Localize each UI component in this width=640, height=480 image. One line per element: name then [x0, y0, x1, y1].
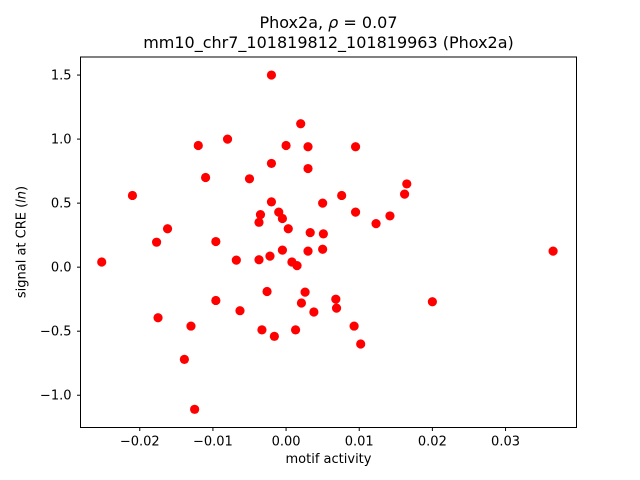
- y-tick-label: 1.0: [51, 133, 72, 148]
- scatter-point: [266, 197, 277, 207]
- scatter-point: [235, 306, 245, 316]
- scatter-point: [277, 213, 288, 224]
- axes-spines: [80, 56, 577, 428]
- scatter-point: [254, 217, 264, 227]
- scatter-point: [371, 219, 381, 229]
- scatter-point: [303, 142, 313, 152]
- plot-title-line1: Phox2a, ρ = 0.07: [259, 13, 398, 32]
- x-axis-label: motif activity: [285, 452, 372, 467]
- scatter-point: [331, 303, 342, 313]
- scatter-point: [231, 255, 241, 265]
- scatter-point: [211, 236, 221, 247]
- scatter-point: [318, 198, 328, 208]
- scatter-point: [399, 189, 410, 199]
- scatter-point: [318, 244, 328, 254]
- scatter-point: [385, 211, 395, 221]
- scatter-point: [179, 354, 189, 364]
- scatter-point: [548, 246, 558, 256]
- scatter-point: [292, 261, 302, 271]
- scatter-point: [200, 172, 211, 183]
- scatter-point: [303, 246, 313, 256]
- x-tick-label: 0.00: [272, 435, 301, 450]
- scatter-point: [265, 251, 275, 261]
- scatter-point: [350, 142, 361, 152]
- x-tick-label: 0.03: [491, 435, 520, 450]
- scatter-point: [266, 158, 277, 169]
- scatter-point: [222, 134, 233, 144]
- scatter-point: [337, 190, 347, 201]
- scatter-point: [300, 287, 310, 297]
- scatter-point: [305, 227, 315, 238]
- scatter-point: [309, 307, 319, 317]
- y-tick-label: 0.5: [51, 197, 72, 212]
- scatter-point: [402, 179, 412, 189]
- y-tick-label: 1.5: [51, 69, 72, 84]
- scatter-point: [427, 297, 437, 307]
- scatter-point: [255, 210, 266, 220]
- scatter-point: [162, 224, 173, 234]
- scatter-point: [244, 174, 255, 184]
- scatter-point: [127, 190, 138, 201]
- y-tick-label: −0.5: [40, 325, 72, 340]
- scatter-point: [254, 255, 264, 265]
- scatter-point: [97, 257, 107, 267]
- scatter-point: [356, 339, 366, 349]
- scatter-point: [350, 207, 361, 217]
- scatter-point: [318, 229, 328, 239]
- scatter-point: [151, 237, 162, 247]
- scatter-point: [296, 119, 306, 129]
- plot-title-line2: mm10_chr7_101819812_101819963 (Phox2a): [143, 33, 514, 52]
- rho-symbol: ρ: [328, 13, 339, 32]
- x-tick-label: −0.01: [193, 435, 233, 450]
- x-tick-label: 0.01: [345, 435, 374, 450]
- x-tick-label: −0.02: [120, 435, 160, 450]
- scatter-point: [331, 294, 341, 304]
- y-axis-label: signal at CRE (ln): [14, 185, 30, 299]
- scatter-point: [303, 163, 313, 174]
- scatter-point: [277, 245, 288, 255]
- scatter-point: [153, 313, 163, 323]
- y-tick-label: −1.0: [40, 389, 72, 404]
- scatter-point: [290, 325, 301, 335]
- scatter-point: [190, 404, 200, 414]
- scatter-point: [211, 295, 221, 306]
- x-tick-label: 0.02: [418, 435, 447, 450]
- scatter-point: [349, 321, 359, 331]
- scatter-point: [262, 286, 272, 297]
- scatter-point: [296, 298, 307, 308]
- scatter-point: [186, 321, 196, 331]
- scatter-point: [283, 224, 293, 234]
- scatter-point: [257, 325, 267, 335]
- scatter-point: [193, 140, 203, 151]
- scatter-point: [266, 70, 277, 80]
- y-tick-label: 0.0: [51, 261, 72, 276]
- plot-title: Phox2a, ρ = 0.07 mm10_chr7_101819812_101…: [80, 13, 577, 53]
- scatter-point: [269, 331, 279, 341]
- scatter-point: [281, 140, 291, 151]
